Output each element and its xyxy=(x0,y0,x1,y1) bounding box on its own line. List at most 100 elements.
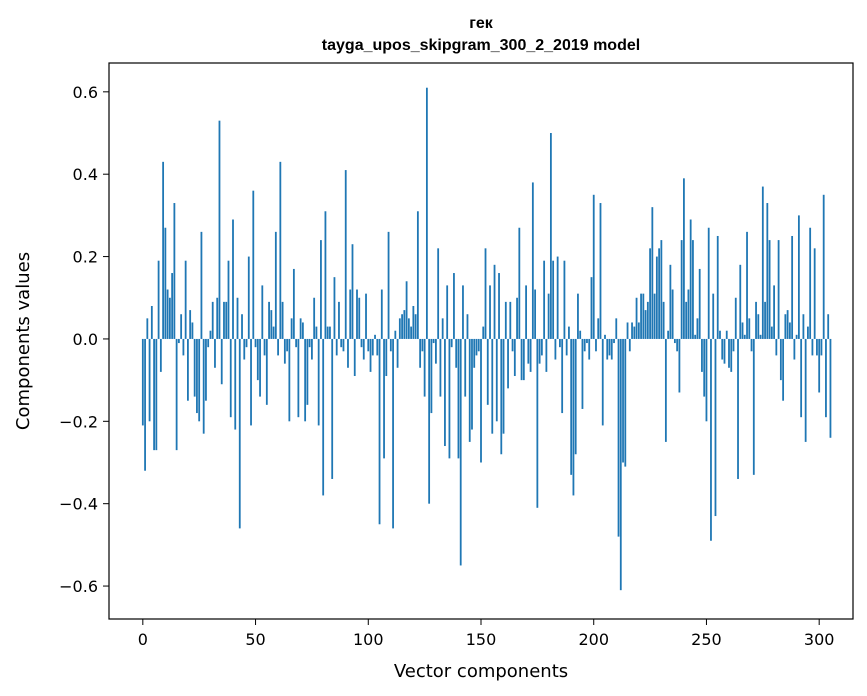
bar-52 xyxy=(259,338,261,397)
bar-265 xyxy=(739,264,742,339)
bar-82 xyxy=(326,326,329,339)
bar-112 xyxy=(394,330,397,339)
y-axis-label: Components values xyxy=(13,252,34,430)
bar-66 xyxy=(290,318,293,339)
x-tick-label: 100 xyxy=(353,630,384,649)
bar-70 xyxy=(299,318,302,339)
bar-284 xyxy=(782,338,785,401)
bar-146 xyxy=(471,338,473,430)
y-axis-ticks: −0.6 −0.4 −0.2 0.0 0.2 0.4 0.6 xyxy=(59,83,109,596)
bar-297 xyxy=(811,338,814,356)
bar-118 xyxy=(407,318,410,339)
bar-5 xyxy=(153,338,155,451)
bar-93 xyxy=(351,244,354,339)
bar-207 xyxy=(608,338,611,356)
bar-197 xyxy=(586,338,588,344)
bar-220 xyxy=(637,322,640,339)
bar-98 xyxy=(362,338,365,360)
bar-172 xyxy=(529,338,532,372)
bar-298 xyxy=(813,248,816,339)
bar-151 xyxy=(482,326,485,339)
bar-275 xyxy=(761,186,764,339)
bar-231 xyxy=(662,301,665,339)
x-tick-label: 0 xyxy=(138,630,148,649)
bar-26 xyxy=(200,231,203,339)
bar-79 xyxy=(320,240,322,339)
bar-91 xyxy=(347,338,349,368)
bar-167 xyxy=(518,227,521,339)
bar-224 xyxy=(646,301,649,339)
bar-81 xyxy=(324,211,327,339)
bar-159 xyxy=(500,338,503,455)
bar-147 xyxy=(473,338,476,368)
bar-4 xyxy=(150,305,153,339)
bar-278 xyxy=(768,240,771,339)
bar-293 xyxy=(802,314,805,339)
bar-149 xyxy=(477,338,480,352)
bar-160 xyxy=(502,338,505,434)
bar-43 xyxy=(238,338,241,529)
bar-2 xyxy=(146,318,149,339)
bar-136 xyxy=(448,338,451,459)
bar-199 xyxy=(590,277,593,339)
bar-179 xyxy=(545,338,548,372)
bar-246 xyxy=(696,318,699,339)
bar-305 xyxy=(829,338,832,438)
y-tick-label: 0.2 xyxy=(73,248,98,267)
bar-281 xyxy=(775,338,778,356)
bar-85 xyxy=(333,277,336,339)
bar-150 xyxy=(480,338,482,463)
bar-287 xyxy=(788,322,791,339)
bar-49 xyxy=(252,190,255,339)
bar-162 xyxy=(507,338,509,389)
bar-141 xyxy=(459,338,462,566)
bar-212 xyxy=(619,338,622,591)
bar-269 xyxy=(748,318,751,339)
bar-262 xyxy=(732,338,735,352)
bar-208 xyxy=(610,338,613,360)
bar-71 xyxy=(301,322,304,339)
bar-170 xyxy=(525,285,527,339)
bar-58 xyxy=(272,326,275,339)
bar-135 xyxy=(446,285,449,339)
bar-288 xyxy=(791,235,794,339)
bar-178 xyxy=(543,260,546,339)
bar-266 xyxy=(741,322,744,339)
bar-41 xyxy=(234,338,237,430)
bar-22 xyxy=(191,322,194,339)
bar-223 xyxy=(644,310,647,339)
bar-6 xyxy=(155,338,158,451)
bar-163 xyxy=(509,301,512,339)
bar-282 xyxy=(777,240,780,339)
bar-113 xyxy=(396,338,399,368)
bar-117 xyxy=(405,281,408,339)
bar-181 xyxy=(549,133,552,339)
bar-194 xyxy=(579,330,582,339)
bar-133 xyxy=(441,318,444,339)
plot-frame xyxy=(108,62,854,620)
bar-115 xyxy=(401,314,403,339)
bar-252 xyxy=(710,338,712,541)
bar-44 xyxy=(241,314,243,339)
bar-227 xyxy=(653,293,656,339)
bar-155 xyxy=(491,338,494,434)
bar-120 xyxy=(412,305,415,339)
bar-263 xyxy=(734,297,737,339)
bar-200 xyxy=(592,194,595,339)
bar-242 xyxy=(687,289,690,339)
bar-251 xyxy=(707,227,710,339)
bar-271 xyxy=(752,338,755,475)
bar-102 xyxy=(371,338,374,356)
bar-13 xyxy=(171,273,174,339)
bar-97 xyxy=(360,338,363,348)
bar-192 xyxy=(574,338,577,455)
bar-92 xyxy=(349,289,352,339)
bar-73 xyxy=(306,338,309,405)
bar-169 xyxy=(522,338,525,381)
bar-47 xyxy=(247,256,250,339)
bar-229 xyxy=(658,248,661,339)
bar-17 xyxy=(180,314,183,339)
bar-64 xyxy=(286,338,289,352)
bar-177 xyxy=(540,338,543,356)
bar-218 xyxy=(633,326,636,339)
